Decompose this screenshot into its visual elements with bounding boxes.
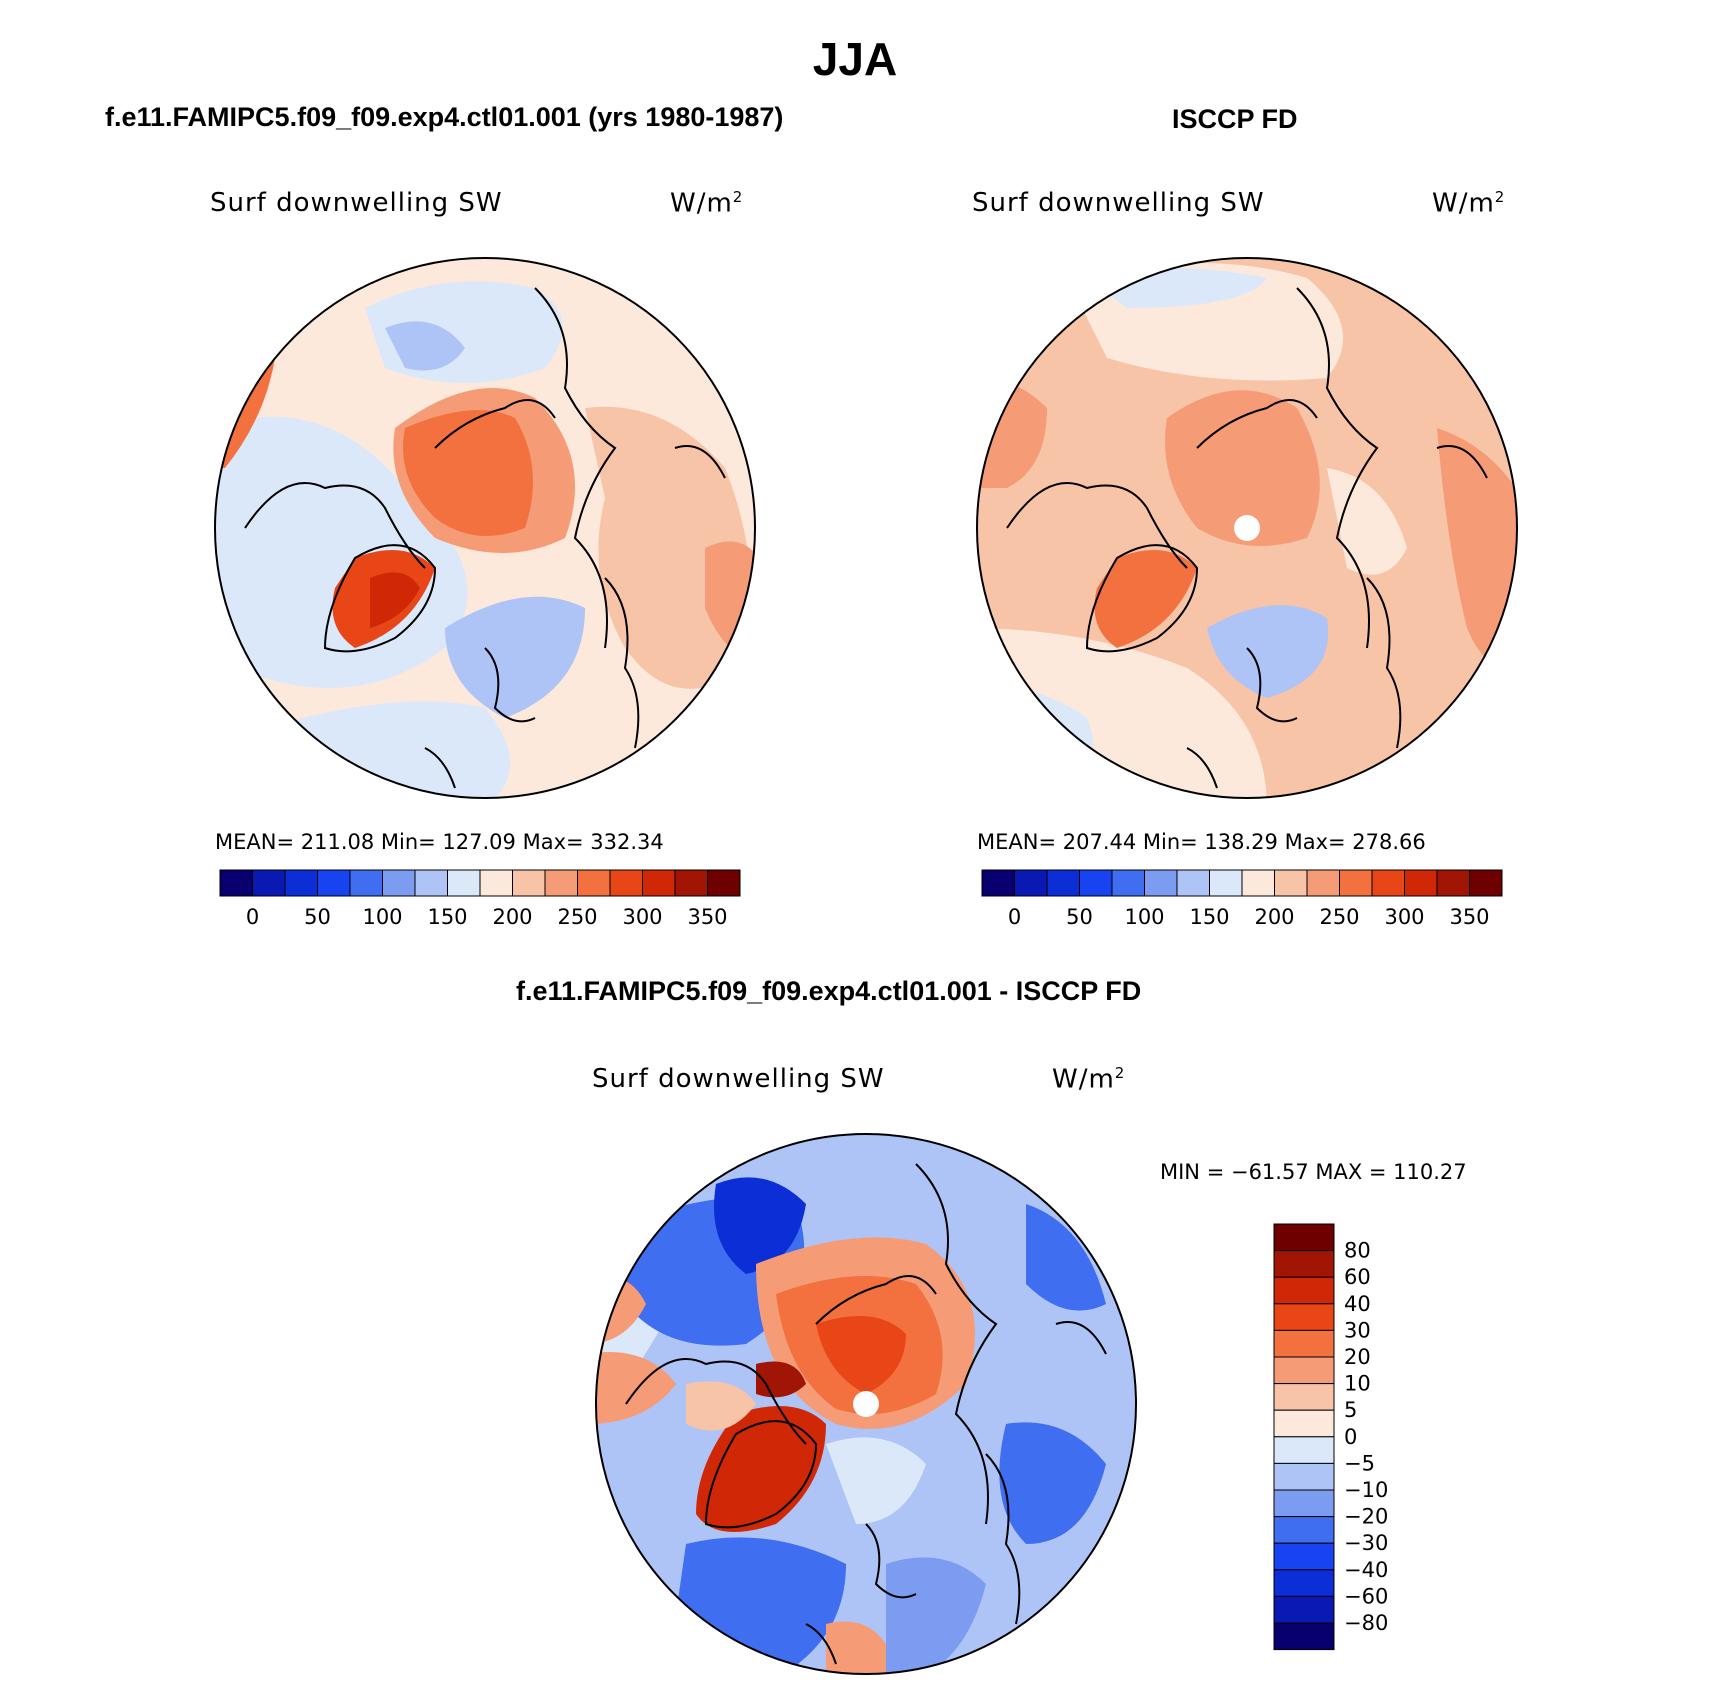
colorbar-diff-swatch — [1273, 1383, 1335, 1411]
colorbar-model-tick-label: 50 — [304, 905, 331, 929]
colorbar-model-swatch — [609, 869, 643, 897]
colorbar-model-swatch — [284, 869, 318, 897]
colorbar-obs-tick-label: 200 — [1254, 905, 1294, 929]
colorbar-model-tick-label: 150 — [427, 905, 467, 929]
colorbar-model-swatch — [512, 869, 546, 897]
stats-obs: MEAN= 207.44 Min= 138.29 Max= 278.66 — [977, 830, 1426, 854]
colorbar-model-swatch — [447, 869, 481, 897]
colorbar-diff-swatch — [1273, 1569, 1335, 1597]
variable-label-model: Surf downwelling SW — [210, 188, 503, 218]
colorbar-model-swatch — [674, 869, 708, 897]
colorbar-model-swatch — [544, 869, 578, 897]
colorbar-obs-swatch — [1436, 869, 1470, 897]
colorbar-obs-swatch — [1339, 869, 1373, 897]
colorbar-obs-tick-label: 250 — [1319, 905, 1359, 929]
colorbar-model-tick-label: 200 — [492, 905, 532, 929]
stats-diff: MIN = −61.57 MAX = 110.27 — [1160, 1160, 1467, 1184]
colorbar-obs-swatch — [1111, 869, 1145, 897]
colorbar-obs-tick-label: 0 — [1008, 905, 1021, 929]
variable-label-obs: Surf downwelling SW — [972, 188, 1265, 218]
colorbar-model-swatch — [219, 869, 253, 897]
colorbar-diff-swatch — [1273, 1329, 1335, 1358]
colorbar-obs-swatch — [981, 869, 1015, 897]
colorbar-model-swatch — [382, 869, 416, 897]
colorbar-obs-swatch — [1014, 869, 1048, 897]
colorbar-model-tick-label: 100 — [362, 905, 402, 929]
panel-title-obs: ISCCP FD — [1172, 104, 1298, 134]
colorbar-model-tick-label: 350 — [687, 905, 727, 929]
colorbar-diff-tick-label: 5 — [1344, 1398, 1357, 1422]
panel-title-model: f.e11.FAMIPC5.f09_f09.exp4.ctl01.001 (yr… — [105, 102, 784, 132]
colorbar-obs-swatch — [1306, 869, 1340, 897]
colorbar-model-swatch — [577, 869, 611, 897]
polar-map-diff — [595, 1133, 1137, 1675]
units-label-model: W/m2 — [670, 188, 744, 219]
colorbar-diff-tick-label: −20 — [1344, 1505, 1388, 1529]
colorbar-diff-swatch — [1273, 1542, 1335, 1571]
colorbar-model: 0 50 100 150 200 250 300 350 — [219, 869, 741, 929]
colorbar-diff-swatch — [1273, 1595, 1335, 1624]
stats-model: MEAN= 211.08 Min= 127.09 Max= 332.34 — [215, 830, 664, 854]
colorbar-obs-tick-label: 50 — [1066, 905, 1093, 929]
colorbar-obs-swatch — [1079, 869, 1113, 897]
colorbar-model-swatch — [317, 869, 351, 897]
colorbar-diff-tick-label: 10 — [1344, 1372, 1371, 1396]
figure-title: JJA — [812, 33, 898, 85]
colorbar-obs-swatch — [1274, 869, 1308, 897]
colorbar-obs: 0 50 100 150 200 250 300 350 — [981, 869, 1503, 929]
colorbar-model-swatch — [414, 869, 448, 897]
colorbar-diff-tick-label: −60 — [1344, 1584, 1388, 1608]
colorbar-obs-tick-label: 300 — [1384, 905, 1424, 929]
colorbar-obs-swatch — [1176, 869, 1210, 897]
variable-label-diff: Surf downwelling SW — [592, 1064, 885, 1094]
colorbar-diff-tick-label: −80 — [1344, 1611, 1388, 1635]
colorbar-obs-swatch — [1144, 869, 1178, 897]
colorbar-diff-swatch — [1273, 1250, 1335, 1278]
colorbar-diff-tick-label: −5 — [1344, 1451, 1375, 1475]
colorbar-diff-swatch — [1273, 1409, 1335, 1438]
colorbar-obs-tick-label: 150 — [1189, 905, 1229, 929]
colorbar-diff-tick-label: 80 — [1344, 1239, 1371, 1263]
colorbar-obs-swatch — [1209, 869, 1243, 897]
colorbar-model-swatch — [252, 869, 286, 897]
colorbar-obs-swatch — [1469, 869, 1503, 897]
colorbar-diff-swatch — [1273, 1622, 1335, 1651]
colorbar-obs-tick-label: 350 — [1449, 905, 1489, 929]
colorbar-model-tick-label: 0 — [246, 905, 259, 929]
colorbar-obs-swatch — [1046, 869, 1080, 897]
units-label-diff: W/m2 — [1052, 1064, 1126, 1095]
colorbar-diff-swatch — [1273, 1276, 1335, 1305]
colorbar-diff-swatch — [1273, 1516, 1335, 1544]
colorbar-diff-tick-label: −30 — [1344, 1531, 1388, 1555]
colorbar-diff-tick-label: −10 — [1344, 1478, 1388, 1502]
polar-map-model — [214, 257, 756, 799]
colorbar-diff-swatch — [1273, 1356, 1335, 1385]
colorbar-obs-tick-label: 100 — [1124, 905, 1164, 929]
colorbar-model-tick-label: 250 — [557, 905, 597, 929]
colorbar-diff-tick-label: 40 — [1344, 1292, 1371, 1316]
colorbar-model-tick-label: 300 — [622, 905, 662, 929]
colorbar-obs-swatch — [1371, 869, 1405, 897]
colorbar-diff-tick-label: 60 — [1344, 1265, 1371, 1289]
colorbar-diff-swatch — [1273, 1303, 1335, 1331]
colorbar-model-swatch — [707, 869, 741, 897]
colorbar-diff-tick-label: 30 — [1344, 1318, 1371, 1342]
panel-title-diff: f.e11.FAMIPC5.f09_f09.exp4.ctl01.001 - I… — [516, 976, 1142, 1006]
colorbar-diff-swatch — [1273, 1489, 1335, 1518]
colorbar-diff-tick-label: 20 — [1344, 1345, 1371, 1369]
colorbar-model-swatch — [479, 869, 513, 897]
colorbar-diff-swatch — [1273, 1436, 1335, 1464]
colorbar-diff-swatch — [1273, 1223, 1335, 1252]
colorbar-diff-tick-label: 0 — [1344, 1425, 1357, 1449]
colorbar-model-swatch — [349, 869, 383, 897]
colorbar-obs-swatch — [1241, 869, 1275, 897]
colorbar-model-swatch — [642, 869, 676, 897]
units-label-obs: W/m2 — [1432, 188, 1506, 219]
colorbar-obs-swatch — [1404, 869, 1438, 897]
polar-map-obs — [976, 257, 1518, 799]
colorbar-diff-tick-label: −40 — [1344, 1558, 1388, 1582]
colorbar-diff-swatch — [1273, 1462, 1335, 1491]
